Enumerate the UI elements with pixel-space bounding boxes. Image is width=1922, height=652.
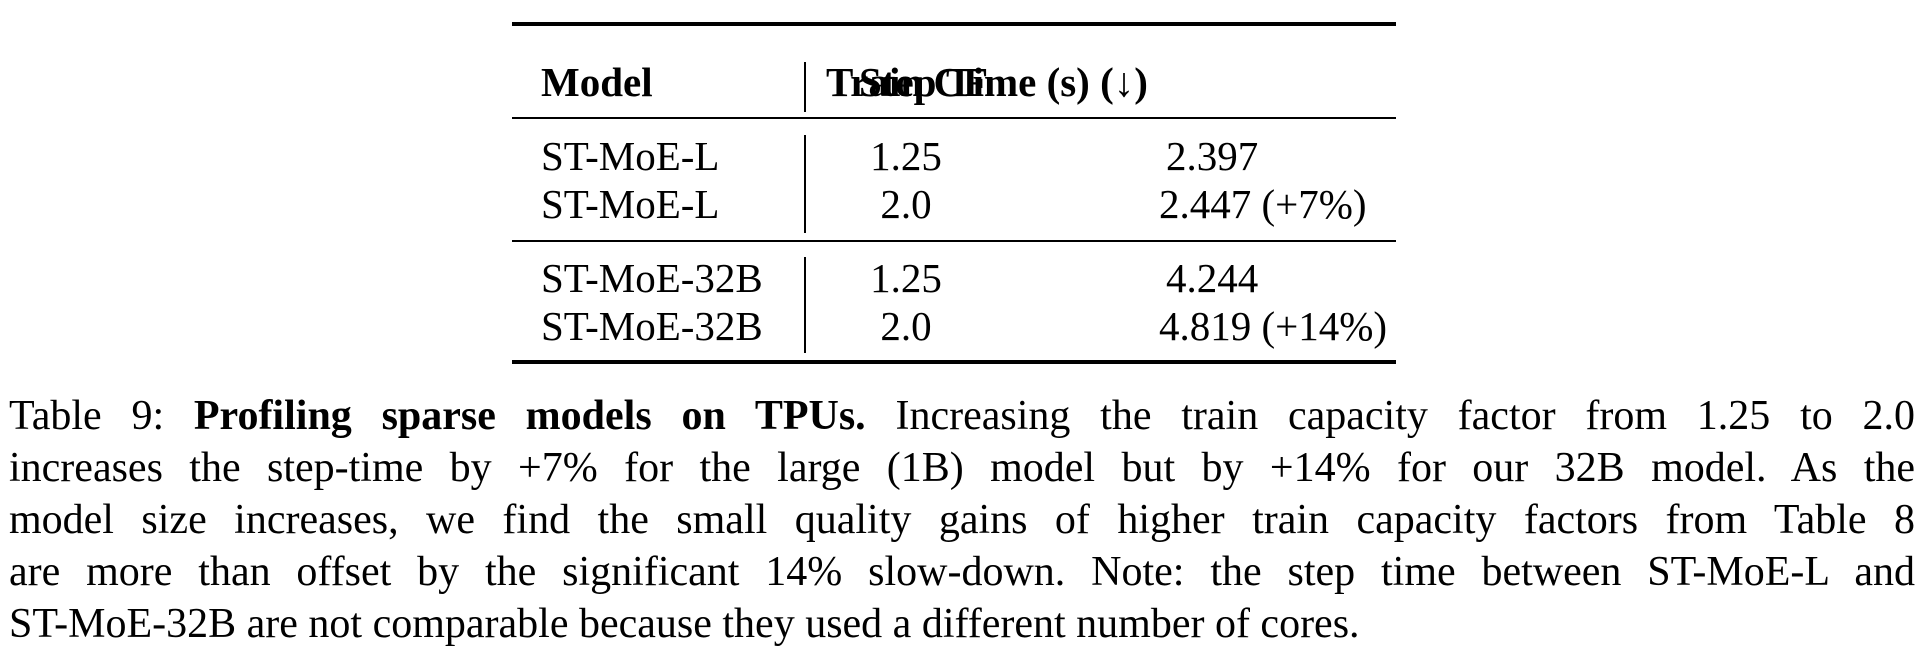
table-row-2-train-cf: 2.0 <box>880 181 932 227</box>
table-row-1-step-time: 2.397 <box>1166 133 1259 179</box>
header-separator <box>804 62 806 112</box>
table-row-4-step-time: 4.819 (+14%) <box>1159 303 1388 349</box>
table-row-2-step-time: 2.447 (+7%) <box>1159 181 1367 227</box>
table-row-1-model: ST-MoE-L <box>541 133 720 179</box>
group-rule <box>512 240 1396 242</box>
header-model: Model <box>541 59 653 105</box>
caption-line-4: are more than offset by the significant … <box>9 549 1915 595</box>
caption-label: Table 9: <box>9 393 165 439</box>
caption-line-1: Table 9: Profiling sparse models on TPUs… <box>9 390 1915 442</box>
table-row-3-step-time: 4.244 <box>1166 255 1259 301</box>
group-1-separator <box>804 135 806 233</box>
caption-line-5: ST-MoE-32B are not comparable because th… <box>9 601 1360 647</box>
table-row-3-train-cf: 1.25 <box>870 255 942 301</box>
caption-line-2: increases the step-time by +7% for the l… <box>9 445 1915 491</box>
caption-line-1-text: Increasing the train capacity factor fro… <box>895 393 1916 439</box>
caption-line-3: model size increases, we find the small … <box>9 497 1915 543</box>
table-row-3-model: ST-MoE-32B <box>541 255 763 301</box>
caption-title: Profiling sparse models on TPUs. <box>193 393 866 439</box>
table-caption: Table 9: Profiling sparse models on TPUs… <box>9 390 1915 650</box>
table-bottom-rule <box>512 360 1396 364</box>
group-2-separator <box>804 257 806 353</box>
header-step-time: Step Time (s) (↓) <box>859 59 1148 105</box>
table-row-2-model: ST-MoE-L <box>541 181 720 227</box>
table-row-1-train-cf: 1.25 <box>870 133 942 179</box>
table-top-rule <box>512 22 1396 26</box>
header-train-cf: Train CF <box>826 59 989 105</box>
table-row-4-train-cf: 2.0 <box>880 303 932 349</box>
header-rule <box>512 117 1396 119</box>
table-row-4-model: ST-MoE-32B <box>541 303 763 349</box>
